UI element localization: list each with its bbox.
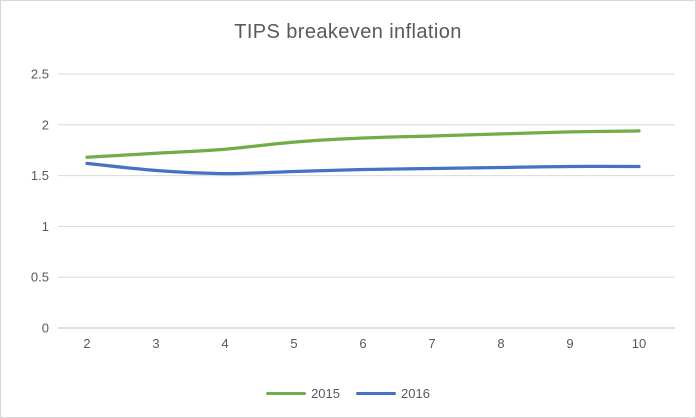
y-tick-label-2.5: 2.5 [31,67,49,82]
legend-label-2016: 2016 [401,386,430,401]
x-tick-label-7: 7 [428,336,435,351]
legend-line-swatch-2015 [266,391,307,396]
x-tick-label-3: 3 [152,336,159,351]
x-tick-label-10: 10 [632,336,646,351]
legend-label-2015: 2015 [311,386,340,401]
legend: 2015 2016 [1,386,695,401]
x-tick-label-9: 9 [566,336,573,351]
x-tick-label-2: 2 [83,336,90,351]
legend-line-swatch-2016 [356,391,396,396]
x-tick-label-6: 6 [359,336,366,351]
series-line-2015[interactable] [85,129,641,159]
x-tick-label-4: 4 [221,336,228,351]
series-line-2016[interactable] [85,161,641,176]
y-tick-label-1.5: 1.5 [31,168,49,183]
legend-item-2015[interactable]: 2015 [266,386,340,401]
y-tick-label-2: 2 [42,117,49,132]
legend-item-2016[interactable]: 2016 [356,386,430,401]
x-tick-label-5: 5 [290,336,297,351]
y-tick-label-0.5: 0.5 [31,270,49,285]
x-tick-label-8: 8 [497,336,504,351]
chart-title: TIPS breakeven inflation [234,21,462,43]
y-tick-label-1: 1 [42,219,49,234]
y-tick-label-0: 0 [42,321,49,336]
